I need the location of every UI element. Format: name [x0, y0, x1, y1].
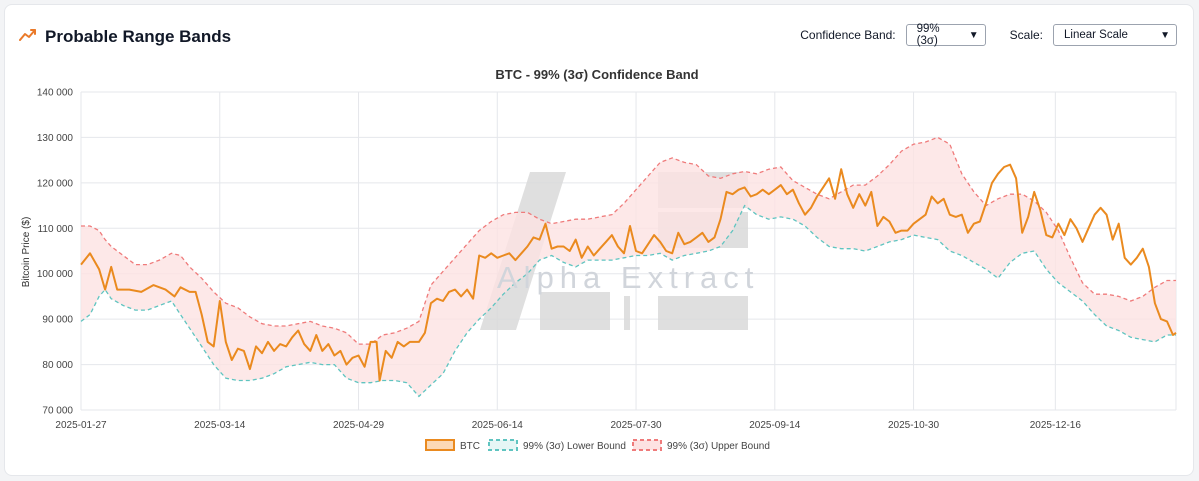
y-tick-label: 110 000	[38, 224, 74, 235]
y-tick-label: 120 000	[37, 178, 74, 189]
y-tick-label: 90 000	[42, 315, 73, 326]
legend-item-btc-swatch	[425, 439, 455, 451]
legend-item-lower-swatch	[488, 439, 518, 451]
legend-item-lower-label: 99% (3σ) Lower Bound	[523, 441, 626, 452]
axes: 70 000 80 000 90 000 100 000 110 000 120 000 1…	[37, 88, 1082, 432]
series	[80, 136, 1177, 398]
legend-item-upper-swatch	[632, 439, 662, 451]
scale-label: Scale:	[1009, 28, 1043, 42]
band-fill	[81, 137, 1176, 397]
chevron-down-icon: ▼	[968, 29, 979, 41]
legend: BTC 99% (3σ) Lower Bound 99% (3σ) Upper Bo…	[425, 439, 770, 452]
confidence-band-value: 99% (3σ)	[916, 23, 940, 47]
x-tick-label: 2025-12-16	[1030, 420, 1082, 431]
x-tick-label: 2025-01-27	[55, 420, 107, 431]
y-tick-label: 140 000	[37, 88, 74, 99]
x-tick-label: 2025-07-30	[610, 420, 662, 431]
y-tick-label: 80 000	[42, 360, 73, 371]
trending-up-icon	[19, 28, 37, 47]
lower-bound-line	[80, 204, 1176, 398]
y-tick-label: 130 000	[37, 133, 74, 144]
scale-select[interactable]: Linear Scale ▼	[1053, 24, 1177, 46]
page-title: Probable Range Bands	[45, 27, 232, 46]
chevron-down-icon: ▼	[1160, 29, 1170, 41]
legend-item-upper-label: 99% (3σ) Upper Bound	[667, 441, 770, 452]
x-tick-label: 2025-09-14	[749, 420, 801, 431]
watermark-text: Alpha Extract	[497, 260, 760, 295]
confidence-band-select[interactable]: 99% (3σ) ▼	[905, 23, 986, 47]
confidence-band-area	[81, 137, 1176, 397]
grid	[80, 91, 1177, 411]
x-tick-label: 2025-10-30	[888, 420, 940, 431]
chart-title: BTC - 99% (3σ) Confidence Band	[495, 67, 698, 82]
y-tick-label: 70 000	[42, 406, 73, 417]
header: Probable Range Bands	[19, 27, 231, 47]
y-axis-label: Bitcoin Price ($)	[21, 217, 32, 288]
x-tick-label: 2025-03-14	[194, 420, 246, 431]
confidence-band-label: Confidence Band:	[800, 28, 896, 42]
scale-value: Linear Scale	[1064, 29, 1128, 41]
y-tick-label: 100 000	[37, 269, 74, 280]
legend-item-btc-label: BTC	[460, 441, 480, 452]
chart-controls: Confidence Band: 99% (3σ) ▼ Scale: Linea…	[800, 23, 1177, 47]
x-tick-label: 2025-06-14	[472, 420, 524, 431]
btc-price-line	[80, 163, 1177, 382]
x-tick-label: 2025-04-29	[333, 420, 385, 431]
upper-bound-line	[81, 136, 1176, 345]
